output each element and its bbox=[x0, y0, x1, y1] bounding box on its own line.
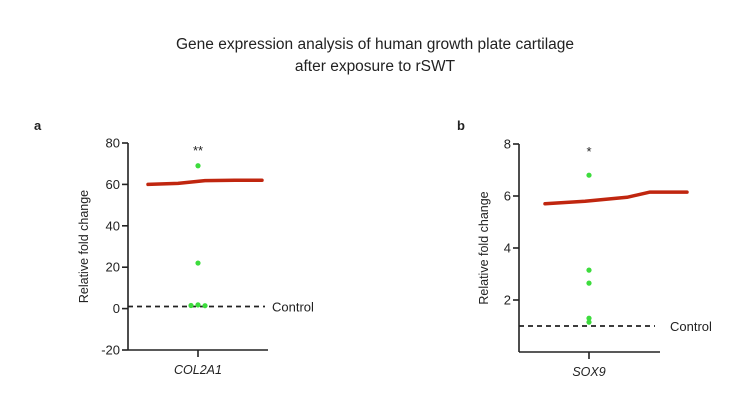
data-point bbox=[195, 163, 201, 169]
y-tick-label: -20 bbox=[101, 343, 120, 358]
data-point bbox=[586, 319, 592, 325]
red-annotation-line bbox=[146, 178, 264, 187]
y-axis-label: Relative fold change bbox=[77, 190, 91, 303]
figure-title-line-1: Gene expression analysis of human growth… bbox=[175, 36, 575, 53]
y-tick-label: 6 bbox=[504, 189, 511, 204]
figure-title-line-2: after exposure to rSWT bbox=[294, 58, 456, 75]
y-tick-label: 20 bbox=[106, 260, 120, 275]
data-point bbox=[195, 260, 201, 266]
y-tick-label: 40 bbox=[106, 218, 120, 233]
panel-label: b bbox=[457, 118, 465, 133]
data-point bbox=[586, 267, 592, 273]
data-point bbox=[195, 302, 201, 308]
y-tick-label: 60 bbox=[106, 177, 120, 192]
y-tick-label: 2 bbox=[504, 293, 511, 308]
data-point bbox=[586, 280, 592, 286]
x-tick-label: COL2A1 bbox=[174, 363, 222, 377]
y-tick-label: 8 bbox=[504, 137, 511, 152]
data-point bbox=[188, 302, 194, 309]
control-label: Control bbox=[670, 319, 712, 334]
y-tick-label: 4 bbox=[504, 241, 511, 256]
y-tick-label: 80 bbox=[106, 136, 120, 151]
control-label: Control bbox=[272, 300, 314, 315]
x-tick-label: SOX9 bbox=[572, 365, 605, 379]
y-axis-label: Relative fold change bbox=[477, 191, 491, 304]
panel-label: a bbox=[34, 118, 42, 133]
red-annotation-line bbox=[543, 190, 689, 206]
significance-marker: ** bbox=[193, 143, 203, 158]
significance-marker: * bbox=[586, 144, 591, 159]
data-point bbox=[202, 303, 208, 309]
data-point bbox=[586, 315, 592, 321]
y-tick-label: 0 bbox=[113, 301, 120, 316]
data-point bbox=[586, 172, 592, 178]
